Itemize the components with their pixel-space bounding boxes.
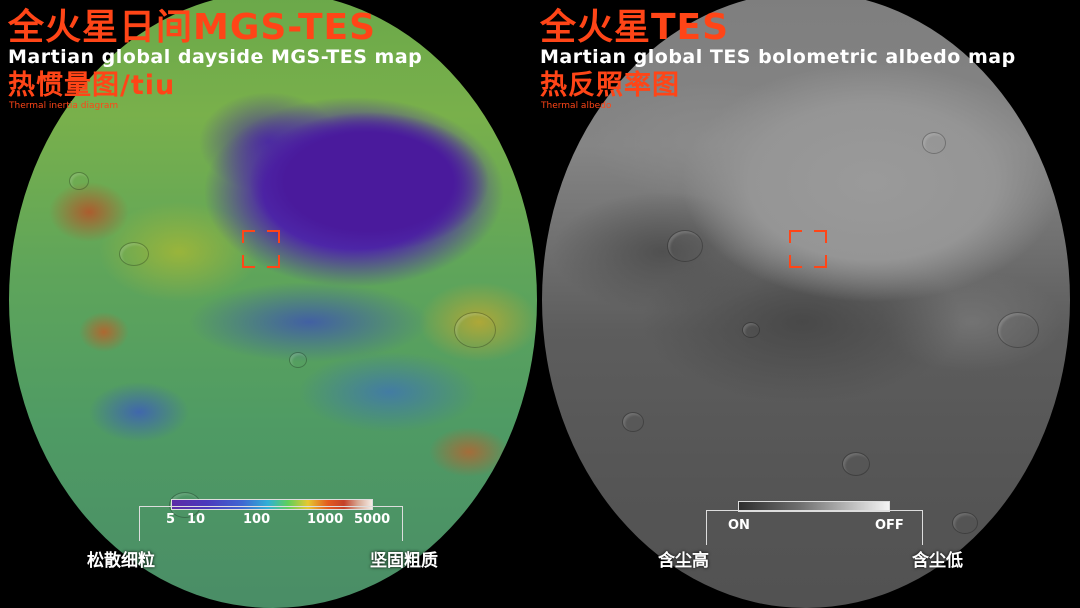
crater	[454, 312, 496, 348]
scale-tick: OFF	[875, 518, 904, 533]
crater	[742, 322, 760, 338]
scale-tick: ON	[728, 518, 750, 533]
scale-tick: 5000	[354, 512, 391, 527]
crater	[119, 242, 149, 266]
scale-tick: 10	[187, 512, 206, 527]
scale-tick: 5	[166, 512, 176, 527]
crater	[69, 172, 89, 190]
crater	[622, 412, 644, 432]
crater	[399, 552, 423, 572]
crater	[667, 230, 703, 262]
right-subtitle: Martian global TES bolometric albedo map	[540, 46, 1016, 68]
right-title: 全火星TES	[540, 7, 730, 48]
scale-tick: 100	[243, 512, 271, 527]
scale-bracket	[706, 510, 923, 545]
thermal-inertia-color-scale	[171, 499, 373, 510]
albedo-gray-scale	[738, 501, 890, 512]
right-end-label-dusty-low: 含尘低	[912, 551, 963, 571]
scale-tick: 1000	[307, 512, 344, 527]
scale-bracket	[139, 506, 403, 541]
left-end-label-solid: 坚固粗质	[370, 551, 438, 571]
left-title: 全火星日间MGS-TES	[8, 7, 377, 48]
location-marker	[242, 230, 280, 268]
right-end-label-dusty-high: 含尘高	[658, 551, 709, 571]
crater	[289, 352, 307, 368]
left-map-title: 热惯量图/tiu	[8, 70, 176, 101]
crater	[922, 132, 946, 154]
left-subtitle: Martian global dayside MGS-TES map	[8, 46, 423, 68]
right-map-title-en: Thermal albedo	[541, 101, 612, 111]
crater	[842, 452, 870, 476]
crater	[952, 512, 978, 534]
right-map-title: 热反照率图	[540, 70, 680, 101]
left-end-label-loose: 松散细粒	[87, 551, 155, 571]
crater	[997, 312, 1039, 348]
location-marker	[789, 230, 827, 268]
left-map-title-en: Thermal inertia diagram	[9, 101, 119, 111]
